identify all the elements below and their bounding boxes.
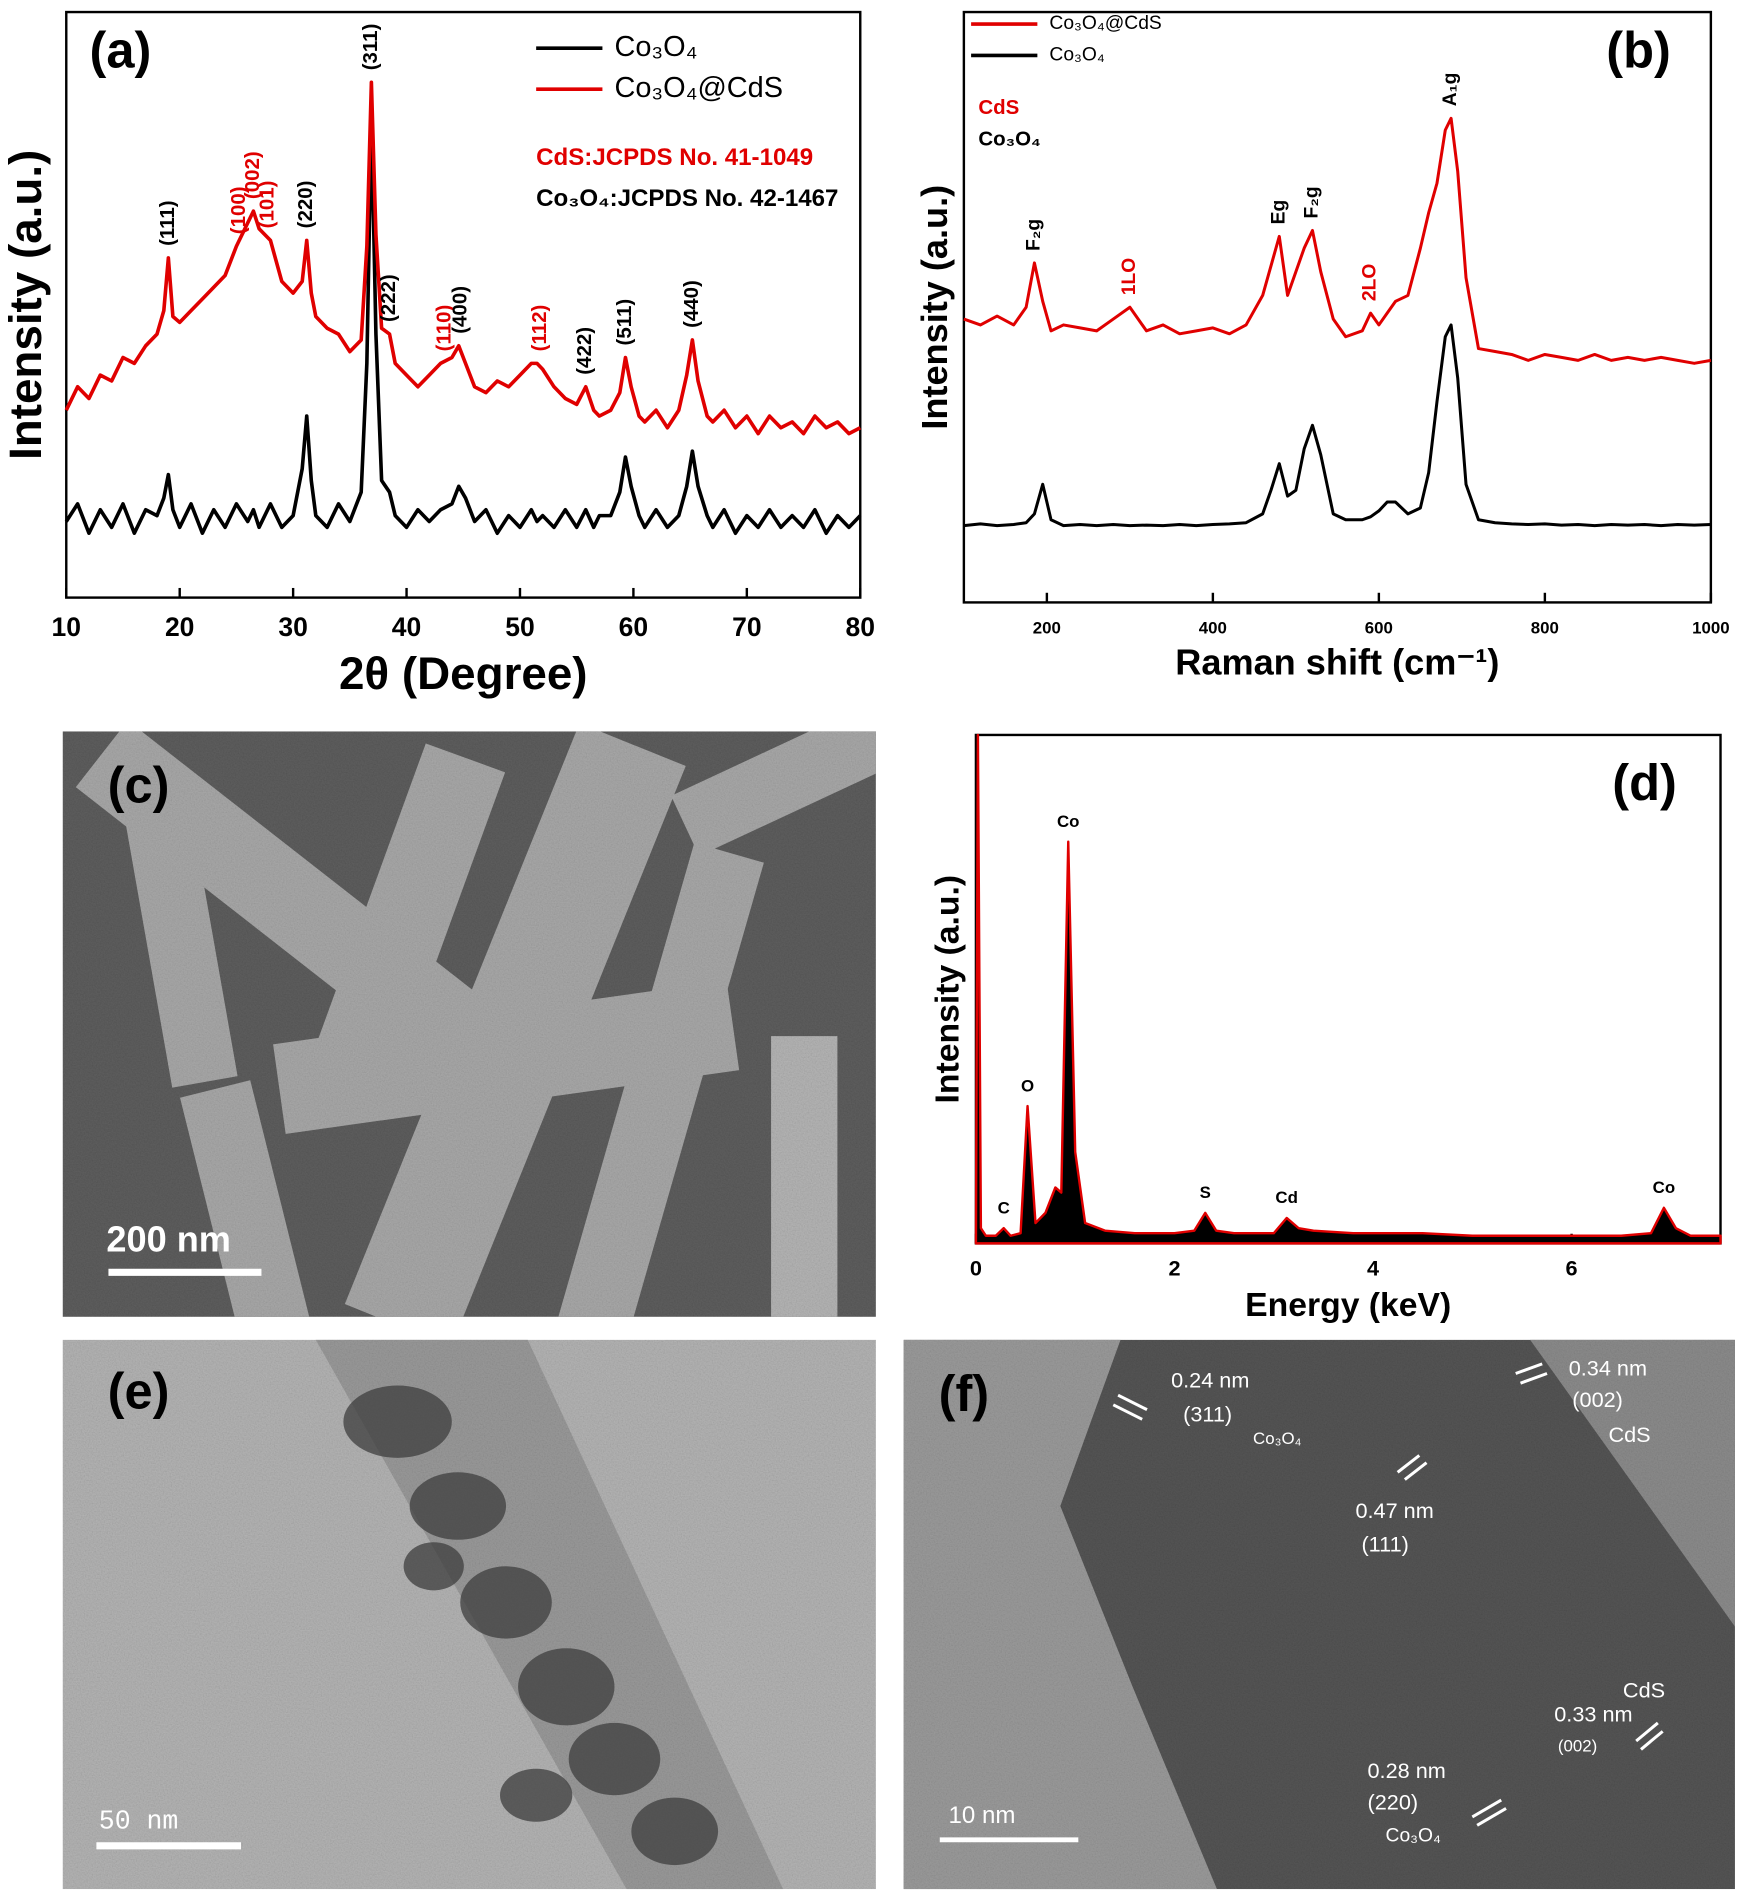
x-tick-label: 1000 [1692,618,1730,637]
peak-label: O [1021,1076,1034,1095]
x-tick-label: 6 [1566,1256,1578,1281]
note: Co₃O₄ [978,127,1040,150]
y-axis-title: Intensity (a.u.) [928,875,966,1104]
peak-label: (100) [227,186,250,234]
peak-label: (311) [359,24,382,71]
annotation: CdS [1623,1677,1665,1702]
sem-image [62,731,876,1317]
x-tick-label: 600 [1365,618,1393,637]
annotation: Co₃O₄ [1253,1429,1302,1448]
x-tick-label: 0 [970,1256,982,1281]
panel-label: (f) [939,1365,990,1422]
legend-label: Co₃O₄ [1049,45,1104,66]
legend-label: Co₃O₄ [614,31,697,63]
panel-label: (c) [108,757,170,814]
peak-label: (101) [256,181,279,229]
x-tick-label: 4 [1367,1256,1379,1281]
peak-label: (112) [528,305,551,352]
x-tick-label: 70 [732,612,761,642]
peak-label: S [1200,1183,1211,1202]
annotation: 0.28 nm [1367,1758,1445,1783]
x-tick-label: 200 [1033,618,1061,637]
peak-label: (110) [433,305,456,352]
scale-label: 50 nm [99,1807,179,1837]
peak-label: Cd [1275,1188,1297,1207]
note: Co₃O₄:JCPDS No. 42-1467 [536,185,838,212]
annotation: (002) [1572,1387,1623,1412]
peak-label: Co [1653,1178,1675,1197]
legend-label: Co₃O₄@CdS [1049,13,1161,34]
peak-label: 1LO [1119,258,1140,295]
note: CdS [978,96,1019,119]
area [974,733,1722,1245]
peak-label: Co [1057,812,1079,831]
x-tick-label: 20 [165,612,194,642]
peak-label: (222) [377,274,400,322]
peak-label: Eg [1268,200,1289,225]
panel-label: (a) [90,22,152,79]
x-tick-label: 80 [846,612,875,642]
peak-label: (111) [156,200,179,246]
plot-frame [974,733,1722,1245]
peak-label: (511) [613,299,636,346]
lattice-markers [1112,1362,1664,1827]
annotation: 0.47 nm [1355,1498,1433,1523]
hrtem-image [903,1339,1735,1890]
annotation: (311) [1183,1401,1232,1426]
annotation: CdS [1608,1422,1650,1447]
peak-label: (400) [448,286,471,334]
x-tick-label: 50 [505,612,534,642]
peak-label: C [998,1198,1010,1217]
line [963,116,1712,365]
peak-label: (440) [680,280,703,328]
annotation: (111) [1361,1532,1408,1557]
x-tick-label: 10 [52,612,81,642]
x-tick-label: 2 [1168,1256,1180,1281]
line [963,323,1711,528]
x-axis-title: Raman shift (cm⁻¹) [1175,642,1499,683]
annotation: 0.33 nm [1554,1701,1632,1726]
plot-frame [962,10,1713,604]
annotation: (002) [1558,1736,1597,1755]
annotation: 0.34 nm [1569,1356,1647,1381]
panel-label: (b) [1606,22,1671,79]
peak-label: (002) [241,151,264,199]
note: CdS:JCPDS No. 41-1049 [536,144,813,171]
x-tick-label: 60 [619,612,648,642]
annotation: 0.24 nm [1171,1368,1249,1393]
x-tick-label: 400 [1199,618,1227,637]
y-axis-title: Intensity (a.u.) [0,150,51,460]
plot-frame [65,10,862,599]
peak-label: F₂g [1024,219,1045,251]
line [64,80,862,436]
annotation: (220) [1367,1789,1418,1814]
x-tick-label: 40 [392,612,421,642]
peak-label: A₁g [1440,73,1461,107]
panel-label: (e) [108,1363,170,1420]
x-axis-title: 2θ (Degree) [339,648,588,699]
line [64,115,862,535]
peak-label: (220) [294,181,317,229]
annotation: Co₃O₄ [1386,1825,1441,1846]
x-tick-label: 800 [1531,618,1559,637]
y-axis-title: Intensity (a.u.) [914,185,955,430]
scale-label: 200 nm [106,1219,230,1260]
scale-label: 10 nm [948,1802,1015,1829]
peak-label: 2LO [1360,264,1381,301]
peak-label: (422) [573,327,596,375]
x-axis-title: Energy (keV) [1245,1286,1451,1324]
peak-label: F₂g [1302,186,1323,218]
tem-image [62,1339,876,1890]
x-tick-label: 30 [278,612,307,642]
legend-label: Co₃O₄@CdS [614,72,783,104]
panel-label: (d) [1612,754,1677,811]
